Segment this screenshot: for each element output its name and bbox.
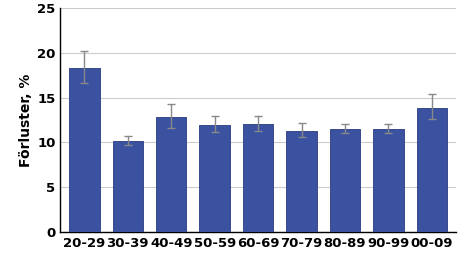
Bar bbox=[373, 129, 404, 232]
Bar bbox=[113, 141, 143, 232]
Bar bbox=[199, 124, 230, 232]
Bar bbox=[417, 108, 447, 232]
Bar bbox=[330, 129, 360, 232]
Y-axis label: Förluster, %: Förluster, % bbox=[19, 73, 33, 167]
Bar bbox=[286, 131, 317, 232]
Bar bbox=[156, 117, 186, 232]
Bar bbox=[243, 124, 273, 232]
Bar bbox=[69, 68, 100, 232]
